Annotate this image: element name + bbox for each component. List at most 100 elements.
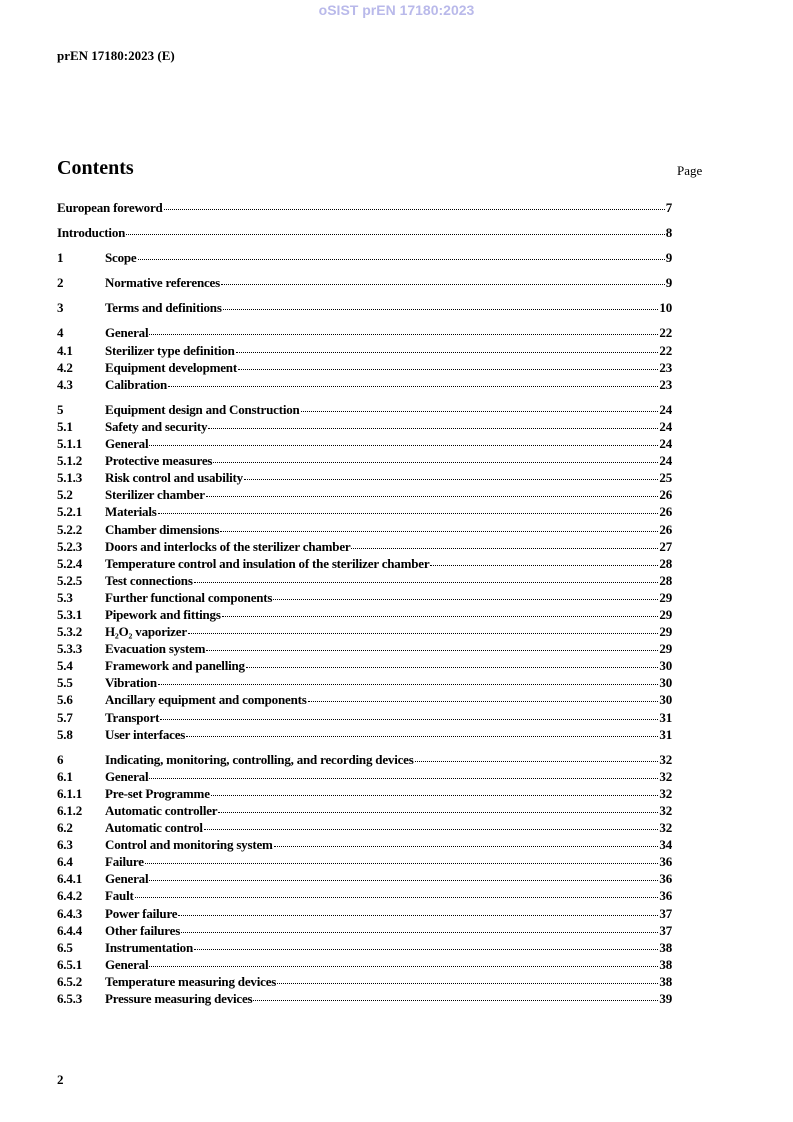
- toc-entry[interactable]: 4.1 Sterilizer type definition 22: [57, 343, 672, 360]
- toc-entry[interactable]: 5.2.3 Doors and interlocks of the sterili…: [57, 539, 672, 556]
- toc-entry[interactable]: 5.3.2 H₂O₂ vaporizer 29: [57, 624, 672, 641]
- toc-entry[interactable]: 5.7 Transport 31: [57, 710, 672, 727]
- toc-entry-number: 5.1: [57, 418, 73, 434]
- toc-entry[interactable]: 6.2 Automatic control 32: [57, 820, 672, 837]
- toc-entry[interactable]: 6.3 Control and monitoring system 34: [57, 837, 672, 854]
- toc-entry[interactable]: 6.5.2 Temperature measuring devices 38: [57, 974, 672, 991]
- toc-entry-number: 6.4.1: [57, 871, 83, 887]
- toc-entry[interactable]: European foreword 7: [57, 200, 672, 217]
- dot-leader: [245, 667, 659, 669]
- toc-entry-number: 5.1.1: [57, 436, 83, 452]
- toc-entry[interactable]: 6.1.1 Pre-set Programme 32: [57, 786, 672, 803]
- toc-entry-page: 38: [659, 939, 672, 955]
- dot-leader: [181, 931, 659, 933]
- toc-entry[interactable]: 6 Indicating, monitoring, controlling, an…: [57, 752, 672, 769]
- toc-entry-page: 32: [659, 803, 672, 818]
- toc-entry-title: General: [105, 325, 149, 341]
- toc-entry-title: Other failures: [105, 922, 181, 938]
- toc-entry-number: 5.6: [57, 692, 73, 708]
- dot-leader: [168, 385, 659, 387]
- toc-entry[interactable]: 5.6 Ancillary equipment and components 30: [57, 692, 672, 709]
- toc-entry-page: 25: [659, 470, 672, 486]
- toc-entry-number: 5.3: [57, 589, 73, 605]
- page-column-label: Page: [677, 163, 703, 178]
- toc-entry[interactable]: 5.3 Further functional components 29: [57, 590, 672, 607]
- toc-entry-title: General: [105, 871, 149, 887]
- toc-entry-title: Failure: [105, 854, 144, 870]
- toc-entry-page: 29: [659, 641, 672, 657]
- toc-group: European foreword 7: [57, 200, 672, 217]
- dot-leader: [235, 351, 659, 353]
- toc-entry-number: 1: [57, 250, 64, 266]
- toc-entry-number: 5.8: [57, 726, 73, 742]
- dot-leader: [149, 777, 659, 779]
- toc-entry-title: Further functional components: [105, 589, 273, 605]
- toc-group: 5 Equipment design and Construction 24 5.1 S…: [57, 402, 672, 744]
- toc-entry-title: Instrumentation: [105, 939, 194, 955]
- page-number: 2: [57, 1072, 64, 1087]
- dot-leader: [149, 334, 659, 336]
- toc-entry[interactable]: 6.5.3 Pressure measuring devices 39: [57, 991, 672, 1008]
- toc-entry-title: Fault: [105, 888, 134, 904]
- toc-entry[interactable]: 2 Normative references 9: [57, 275, 672, 292]
- toc-entry-title: Pipework and fittings: [105, 606, 221, 622]
- toc-entry[interactable]: 6.4.1 General 36: [57, 871, 672, 888]
- toc-entry-page: 32: [659, 785, 672, 801]
- toc-entry-number: 5.2.2: [57, 521, 83, 537]
- toc-entry-page: 23: [659, 359, 672, 375]
- toc-entry[interactable]: 5.2 Sterilizer chamber 26: [57, 487, 672, 504]
- toc-entry[interactable]: 5.1 Safety and security 24: [57, 419, 672, 436]
- toc-entry[interactable]: 6.5 Instrumentation 38: [57, 940, 672, 957]
- toc-entry-number: 6.4: [57, 854, 73, 870]
- dot-leader: [221, 615, 659, 617]
- dot-leader: [157, 513, 659, 515]
- toc-entry[interactable]: 6.4.4 Other failures 37: [57, 923, 672, 940]
- toc-entry[interactable]: 4 General 22: [57, 325, 672, 342]
- toc-entry[interactable]: 6.4.2 Fault 36: [57, 888, 672, 905]
- toc-entry[interactable]: 5.2.1 Materials 26: [57, 504, 672, 521]
- toc-entry[interactable]: 5.5 Vibration 30: [57, 675, 672, 692]
- toc-entry-number: 6.5.3: [57, 991, 83, 1007]
- toc-entry[interactable]: 4.3 Calibration 23: [57, 377, 672, 394]
- toc-entry[interactable]: 6.1 General 32: [57, 769, 672, 786]
- toc-entry[interactable]: 5.3.3 Evacuation system 29: [57, 641, 672, 658]
- toc-entry[interactable]: 6.1.2 Automatic controller 32: [57, 803, 672, 820]
- toc-entry-title: Automatic control: [105, 820, 203, 836]
- toc-entry[interactable]: 5.1.3 Risk control and usability 25: [57, 470, 672, 487]
- toc-entry[interactable]: 5.3.1 Pipework and fittings 29: [57, 607, 672, 624]
- dot-leader: [221, 284, 665, 286]
- toc-entry-page: 9: [665, 250, 673, 266]
- toc-entry-number: 5.2.4: [57, 555, 83, 571]
- dot-leader: [203, 829, 659, 831]
- toc-entry[interactable]: 6.4.3 Power failure 37: [57, 906, 672, 923]
- toc-entry-page: 22: [659, 342, 672, 358]
- toc-entry-number: 6.2: [57, 820, 73, 836]
- toc-entry-number: 5.3.2: [57, 624, 83, 640]
- toc-entry-title: Sterilizer type definition: [105, 342, 235, 358]
- toc-entry[interactable]: 4.2 Equipment development 23: [57, 360, 672, 377]
- toc-entry[interactable]: 3 Terms and definitions 10: [57, 300, 672, 317]
- toc-entry[interactable]: 5.2.5 Test connections 28: [57, 573, 672, 590]
- toc-entry-page: 29: [659, 624, 672, 640]
- toc-entry[interactable]: Introduction 8: [57, 225, 672, 242]
- dot-leader: [253, 1000, 659, 1002]
- toc-entry[interactable]: 5.2.2 Chamber dimensions 26: [57, 522, 672, 539]
- dot-leader: [149, 445, 659, 447]
- toc-entry[interactable]: 6.5.1 General 38: [57, 957, 672, 974]
- toc-entry[interactable]: 5.1.1 General 24: [57, 436, 672, 453]
- dot-leader: [430, 564, 659, 566]
- toc-entry[interactable]: 5.4 Framework and panelling 30: [57, 658, 672, 675]
- toc-entry[interactable]: 5 Equipment design and Construction 24: [57, 402, 672, 419]
- dot-leader: [237, 368, 659, 370]
- toc-entry-page: 28: [659, 572, 672, 588]
- toc-entry-title: Introduction: [57, 225, 126, 241]
- toc-entry[interactable]: 5.1.2 Protective measures 24: [57, 453, 672, 470]
- toc-entry[interactable]: 1 Scope 9: [57, 250, 672, 267]
- toc-entry[interactable]: 5.8 User interfaces 31: [57, 727, 672, 744]
- toc-entry-number: 6.4.4: [57, 922, 83, 938]
- toc-entry[interactable]: 6.4 Failure 36: [57, 854, 672, 871]
- toc-entry-page: 24: [659, 401, 672, 417]
- toc-entry[interactable]: 5.2.4 Temperature control and insulation …: [57, 556, 672, 573]
- dot-leader: [300, 410, 659, 412]
- toc-entry-number: 5.4: [57, 658, 73, 674]
